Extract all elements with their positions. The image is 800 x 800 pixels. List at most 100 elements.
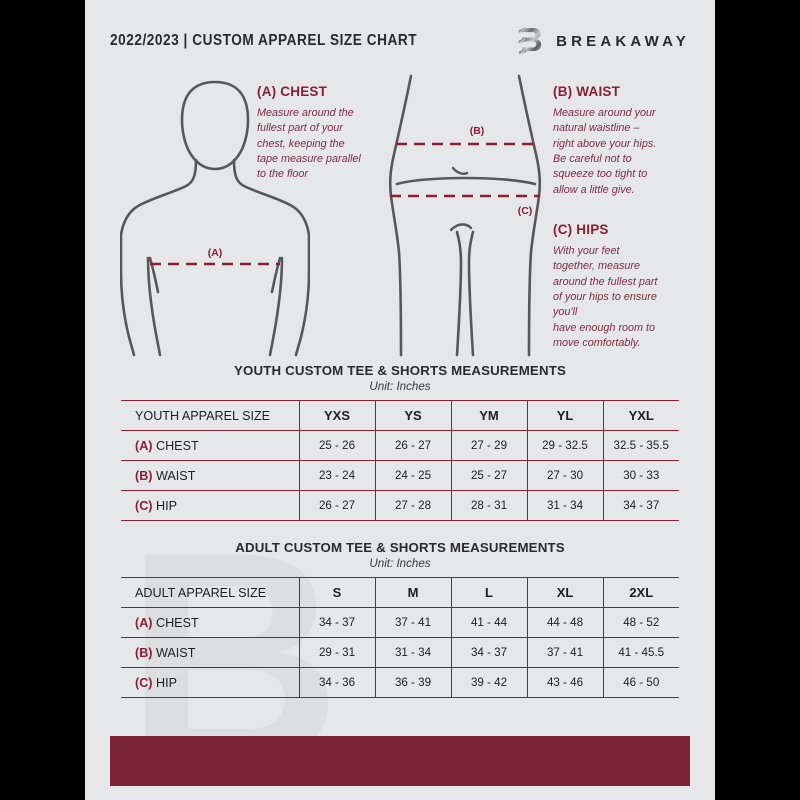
table-row: (A) CHEST 25 - 26 26 - 27 27 - 29 29 - 3… — [121, 430, 679, 461]
adult-table-title: ADULT CUSTOM TEE & SHORTS MEASUREMENTS — [235, 540, 565, 555]
left-chest-detail — [148, 256, 160, 294]
youth-row-0-name: CHEST — [155, 438, 199, 453]
youth-row-2-label: (C) HIP — [121, 490, 300, 521]
footer-bar — [110, 736, 690, 786]
youth-size-col-1: YS — [375, 400, 452, 431]
youth-size-header: YOUTH APPAREL SIZE — [121, 400, 300, 431]
adult-cell-2-4: 46 - 50 — [603, 667, 679, 698]
page-title: 2022/2023 | CUSTOM APPAREL SIZE CHART — [110, 32, 418, 49]
youth-cell-0-2: 27 - 29 — [451, 430, 528, 461]
adult-cell-1-2: 34 - 37 — [451, 637, 528, 668]
hip-crease — [395, 176, 537, 186]
breakaway-b-monogram-icon — [518, 27, 542, 55]
adult-size-col-4: 2XL — [603, 577, 679, 608]
left-shoulder-outline — [120, 158, 198, 274]
youth-row-1-tag: (B) — [135, 468, 153, 483]
youth-cell-0-4: 32.5 - 35.5 — [603, 430, 679, 461]
adult-size-col-3: XL — [527, 577, 604, 608]
adult-row-1-name: WAIST — [155, 645, 196, 660]
crotch-detail — [449, 223, 473, 232]
youth-cell-1-2: 25 - 27 — [451, 460, 528, 491]
adult-cell-2-3: 43 - 46 — [527, 667, 604, 698]
adult-cell-1-3: 37 - 41 — [527, 637, 604, 668]
adult-cell-1-0: 29 - 31 — [299, 637, 376, 668]
right-arm-outline — [294, 270, 310, 357]
youth-size-col-0: YXS — [299, 400, 376, 431]
right-chest-detail — [270, 256, 282, 294]
adult-size-col-2: L — [451, 577, 528, 608]
youth-row-2-name: HIP — [155, 498, 177, 513]
youth-size-table: YOUTH APPAREL SIZE YXS YS YM YL YXL (A) … — [121, 400, 679, 521]
adult-cell-0-1: 37 - 41 — [375, 607, 452, 638]
adult-cell-0-4: 48 - 52 — [603, 607, 679, 638]
table-row: (B) WAIST 29 - 31 31 - 34 34 - 37 37 - 4… — [121, 637, 679, 668]
adult-row-2-tag: (C) — [135, 675, 153, 690]
table-row: (B) WAIST 23 - 24 24 - 25 25 - 27 27 - 3… — [121, 460, 679, 491]
youth-size-col-4: YXL — [603, 400, 679, 431]
table-row: (C) HIP 34 - 36 36 - 39 39 - 42 43 - 46 … — [121, 667, 679, 698]
youth-size-col-3: YL — [527, 400, 604, 431]
adult-cell-0-2: 41 - 44 — [451, 607, 528, 638]
youth-cell-2-2: 28 - 31 — [451, 490, 528, 521]
youth-table-unit: Unit: Inches — [369, 380, 431, 393]
brand-lockup: BREAKAWAY — [518, 26, 690, 56]
waist-marker-label: (B) — [470, 125, 485, 137]
left-arm-outline — [120, 270, 136, 357]
right-torso-side — [268, 256, 284, 357]
page-header: 2022/2023 | CUSTOM APPAREL SIZE CHART — [85, 24, 715, 58]
adult-cell-0-0: 34 - 37 — [299, 607, 376, 638]
adult-table-header-row: ADULT APPAREL SIZE S M L XL 2XL — [121, 577, 679, 608]
youth-row-0-label: (A) CHEST — [121, 430, 300, 461]
adult-table-unit: Unit: Inches — [369, 557, 431, 570]
size-chart-page: B 2022/2023 | CUSTOM APPAREL SIZE CHART — [85, 0, 715, 800]
youth-cell-0-0: 25 - 26 — [299, 430, 376, 461]
instruction-chest-body: Measure around the fullest part of your … — [257, 107, 361, 181]
youth-cell-1-3: 27 - 30 — [527, 460, 604, 491]
adult-cell-1-1: 31 - 34 — [375, 637, 452, 668]
youth-cell-2-4: 34 - 37 — [603, 490, 679, 521]
head-outline — [180, 80, 250, 171]
adult-size-col-0: S — [299, 577, 376, 608]
youth-row-2-tag: (C) — [135, 498, 153, 513]
adult-cell-0-3: 44 - 48 — [527, 607, 604, 638]
youth-size-col-2: YM — [451, 400, 528, 431]
adult-cell-1-4: 41 - 45.5 — [603, 637, 679, 668]
hip-marker-label: (C) — [518, 205, 533, 217]
adult-row-0-label: (A) CHEST — [121, 607, 300, 638]
instruction-chest-title: (A) CHEST — [257, 84, 328, 99]
adult-cell-2-1: 36 - 39 — [375, 667, 452, 698]
youth-table-title: YOUTH CUSTOM TEE & SHORTS MEASUREMENTS — [234, 363, 566, 378]
instruction-waist-title: (B) WAIST — [553, 84, 621, 99]
measurement-figures: (A) (B) (C) (A) CHEST Measure around the… — [85, 70, 715, 360]
youth-row-1-label: (B) WAIST — [121, 460, 300, 491]
instruction-hips-title: (C) HIPS — [553, 222, 609, 237]
instruction-chest: (A) CHEST Measure around the fullest par… — [257, 84, 417, 183]
youth-cell-0-3: 29 - 32.5 — [527, 430, 604, 461]
right-leg-inseam — [467, 230, 475, 357]
adult-row-2-label: (C) HIP — [121, 667, 300, 698]
adult-size-header: ADULT APPAREL SIZE — [121, 577, 300, 608]
adult-row-0-tag: (A) — [135, 615, 153, 630]
instruction-waist: (B) WAIST Measure around your natural wa… — [553, 84, 705, 198]
youth-row-0-tag: (A) — [135, 438, 153, 453]
left-leg-inseam — [455, 230, 463, 357]
table-row: (A) CHEST 34 - 37 37 - 41 41 - 44 44 - 4… — [121, 607, 679, 638]
left-torso-side — [146, 256, 162, 357]
youth-row-1-name: WAIST — [155, 468, 196, 483]
right-shoulder-outline — [232, 158, 310, 274]
youth-table-header-row: YOUTH APPAREL SIZE YXS YS YM YL YXL — [121, 400, 679, 431]
adult-cell-2-0: 34 - 36 — [299, 667, 376, 698]
youth-cell-2-1: 27 - 28 — [375, 490, 452, 521]
adult-size-col-1: M — [375, 577, 452, 608]
adult-row-0-name: CHEST — [155, 615, 199, 630]
youth-cell-1-4: 30 - 33 — [603, 460, 679, 491]
instruction-hips: (C) HIPS With your feet together, measur… — [553, 222, 705, 351]
youth-cell-1-0: 23 - 24 — [299, 460, 376, 491]
youth-cell-0-1: 26 - 27 — [375, 430, 452, 461]
adult-size-table-block: ADULT CUSTOM TEE & SHORTS MEASUREMENTS U… — [85, 540, 715, 698]
upper-body-figure: (A) — [120, 80, 310, 357]
adult-row-1-label: (B) WAIST — [121, 637, 300, 668]
youth-size-table-block: YOUTH CUSTOM TEE & SHORTS MEASUREMENTS U… — [85, 363, 715, 521]
adult-size-table: ADULT APPAREL SIZE S M L XL 2XL (A) CHES… — [121, 577, 679, 698]
adult-row-2-name: HIP — [155, 675, 177, 690]
